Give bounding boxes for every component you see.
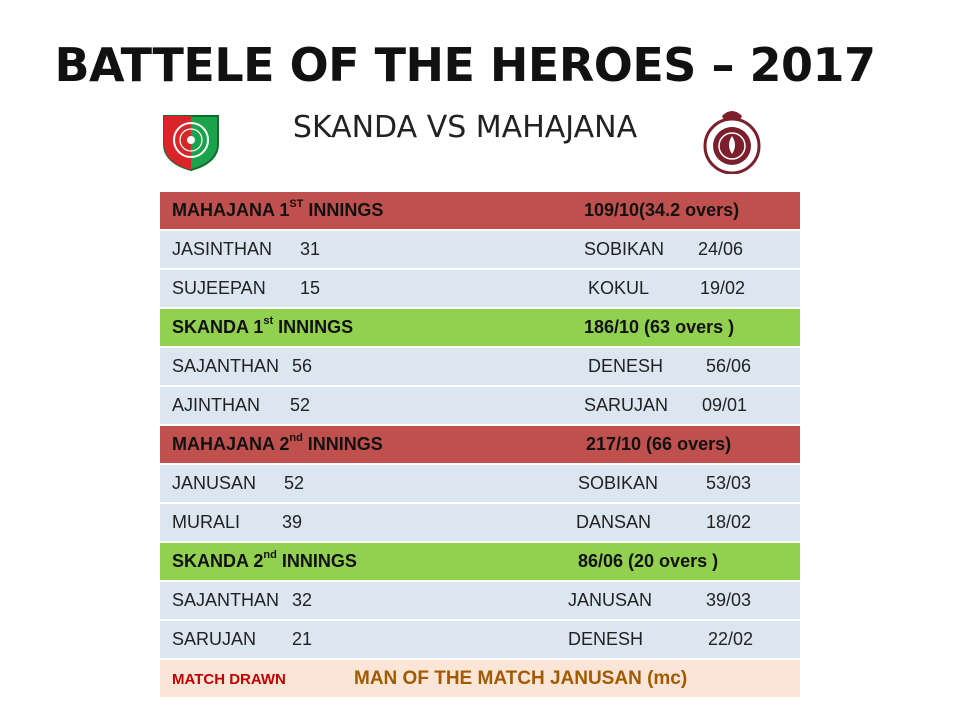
bowler-entry: SARUJAN 09/01	[584, 395, 748, 415]
match-subtitle: SKANDA VS MAHAJANA	[292, 110, 638, 145]
table-row: SAJANTHAN 32 JANUSAN 39/03	[160, 582, 800, 619]
bowler-entry: DENESH 56/06	[588, 356, 752, 376]
table-row: SUJEEPAN 15 KOKUL 19/02	[160, 270, 800, 307]
bowler-entry: KOKUL 19/02	[588, 278, 746, 298]
table-row: MURALI 39 DANSAN 18/02	[160, 504, 800, 541]
table-row: SARUJAN 21 DENESH 22/02	[160, 621, 800, 658]
bowler-entry: DANSAN 18/02	[576, 512, 752, 532]
man-of-the-match: MAN OF THE MATCH JANUSAN (mc)	[354, 668, 688, 689]
innings-header-skanda-1st: SKANDA 1st INNINGS 186/10 (63 overs )	[160, 309, 800, 346]
innings-header-mahajana-1st: MAHAJANA 1ST INNINGS 109/10(34.2 overs)	[160, 192, 800, 229]
batter-entry: JASINTHAN 31	[172, 239, 321, 259]
table-row: SAJANTHAN 56 DENESH 56/06	[160, 348, 800, 385]
batter-entry: MURALI 39	[172, 512, 303, 532]
match-summary-row: MATCH DRAWN MAN OF THE MATCH JANUSAN (mc…	[160, 660, 800, 697]
mahajana-crest-logo	[700, 106, 764, 179]
scoreboard-table: MAHAJANA 1ST INNINGS 109/10(34.2 overs) …	[160, 192, 800, 699]
batter-entry: JANUSAN 52	[172, 473, 305, 493]
batter-entry: SAJANTHAN 56	[172, 356, 313, 376]
bowler-entry: SOBIKAN 53/03	[578, 473, 752, 493]
bowler-entry: SOBIKAN 24/06	[584, 239, 744, 259]
batter-entry: SARUJAN 21	[172, 629, 313, 649]
batter-entry: SUJEEPAN 15	[172, 278, 321, 298]
batter-entry: SAJANTHAN 32	[172, 590, 313, 610]
innings-header-mahajana-2nd: MAHAJANA 2nd INNINGS 217/10 (66 overs)	[160, 426, 800, 463]
page-title: BATTELE OF THE HEROES – 2017	[54, 38, 877, 92]
skanda-crest-logo	[160, 110, 222, 177]
innings-title: SKANDA 2nd INNINGS	[172, 549, 357, 572]
innings-title: MAHAJANA 2nd INNINGS	[172, 432, 383, 455]
innings-score: 86/06 (20 overs )	[578, 551, 719, 571]
table-row: JANUSAN 52 SOBIKAN 53/03	[160, 465, 800, 502]
innings-header-skanda-2nd: SKANDA 2nd INNINGS 86/06 (20 overs )	[160, 543, 800, 580]
innings-score: 186/10 (63 overs )	[584, 317, 735, 337]
innings-title: SKANDA 1st INNINGS	[172, 315, 354, 338]
table-row: JASINTHAN 31 SOBIKAN 24/06	[160, 231, 800, 268]
innings-score: 109/10(34.2 overs)	[584, 200, 740, 220]
bowler-entry: JANUSAN 39/03	[568, 590, 752, 610]
innings-score: 217/10 (66 overs)	[586, 434, 732, 454]
bowler-entry: DENESH 22/02	[568, 629, 754, 649]
match-result: MATCH DRAWN	[172, 671, 286, 688]
batter-entry: AJINTHAN 52	[172, 395, 311, 415]
innings-title: MAHAJANA 1ST INNINGS	[172, 198, 384, 221]
table-row: AJINTHAN 52 SARUJAN 09/01	[160, 387, 800, 424]
